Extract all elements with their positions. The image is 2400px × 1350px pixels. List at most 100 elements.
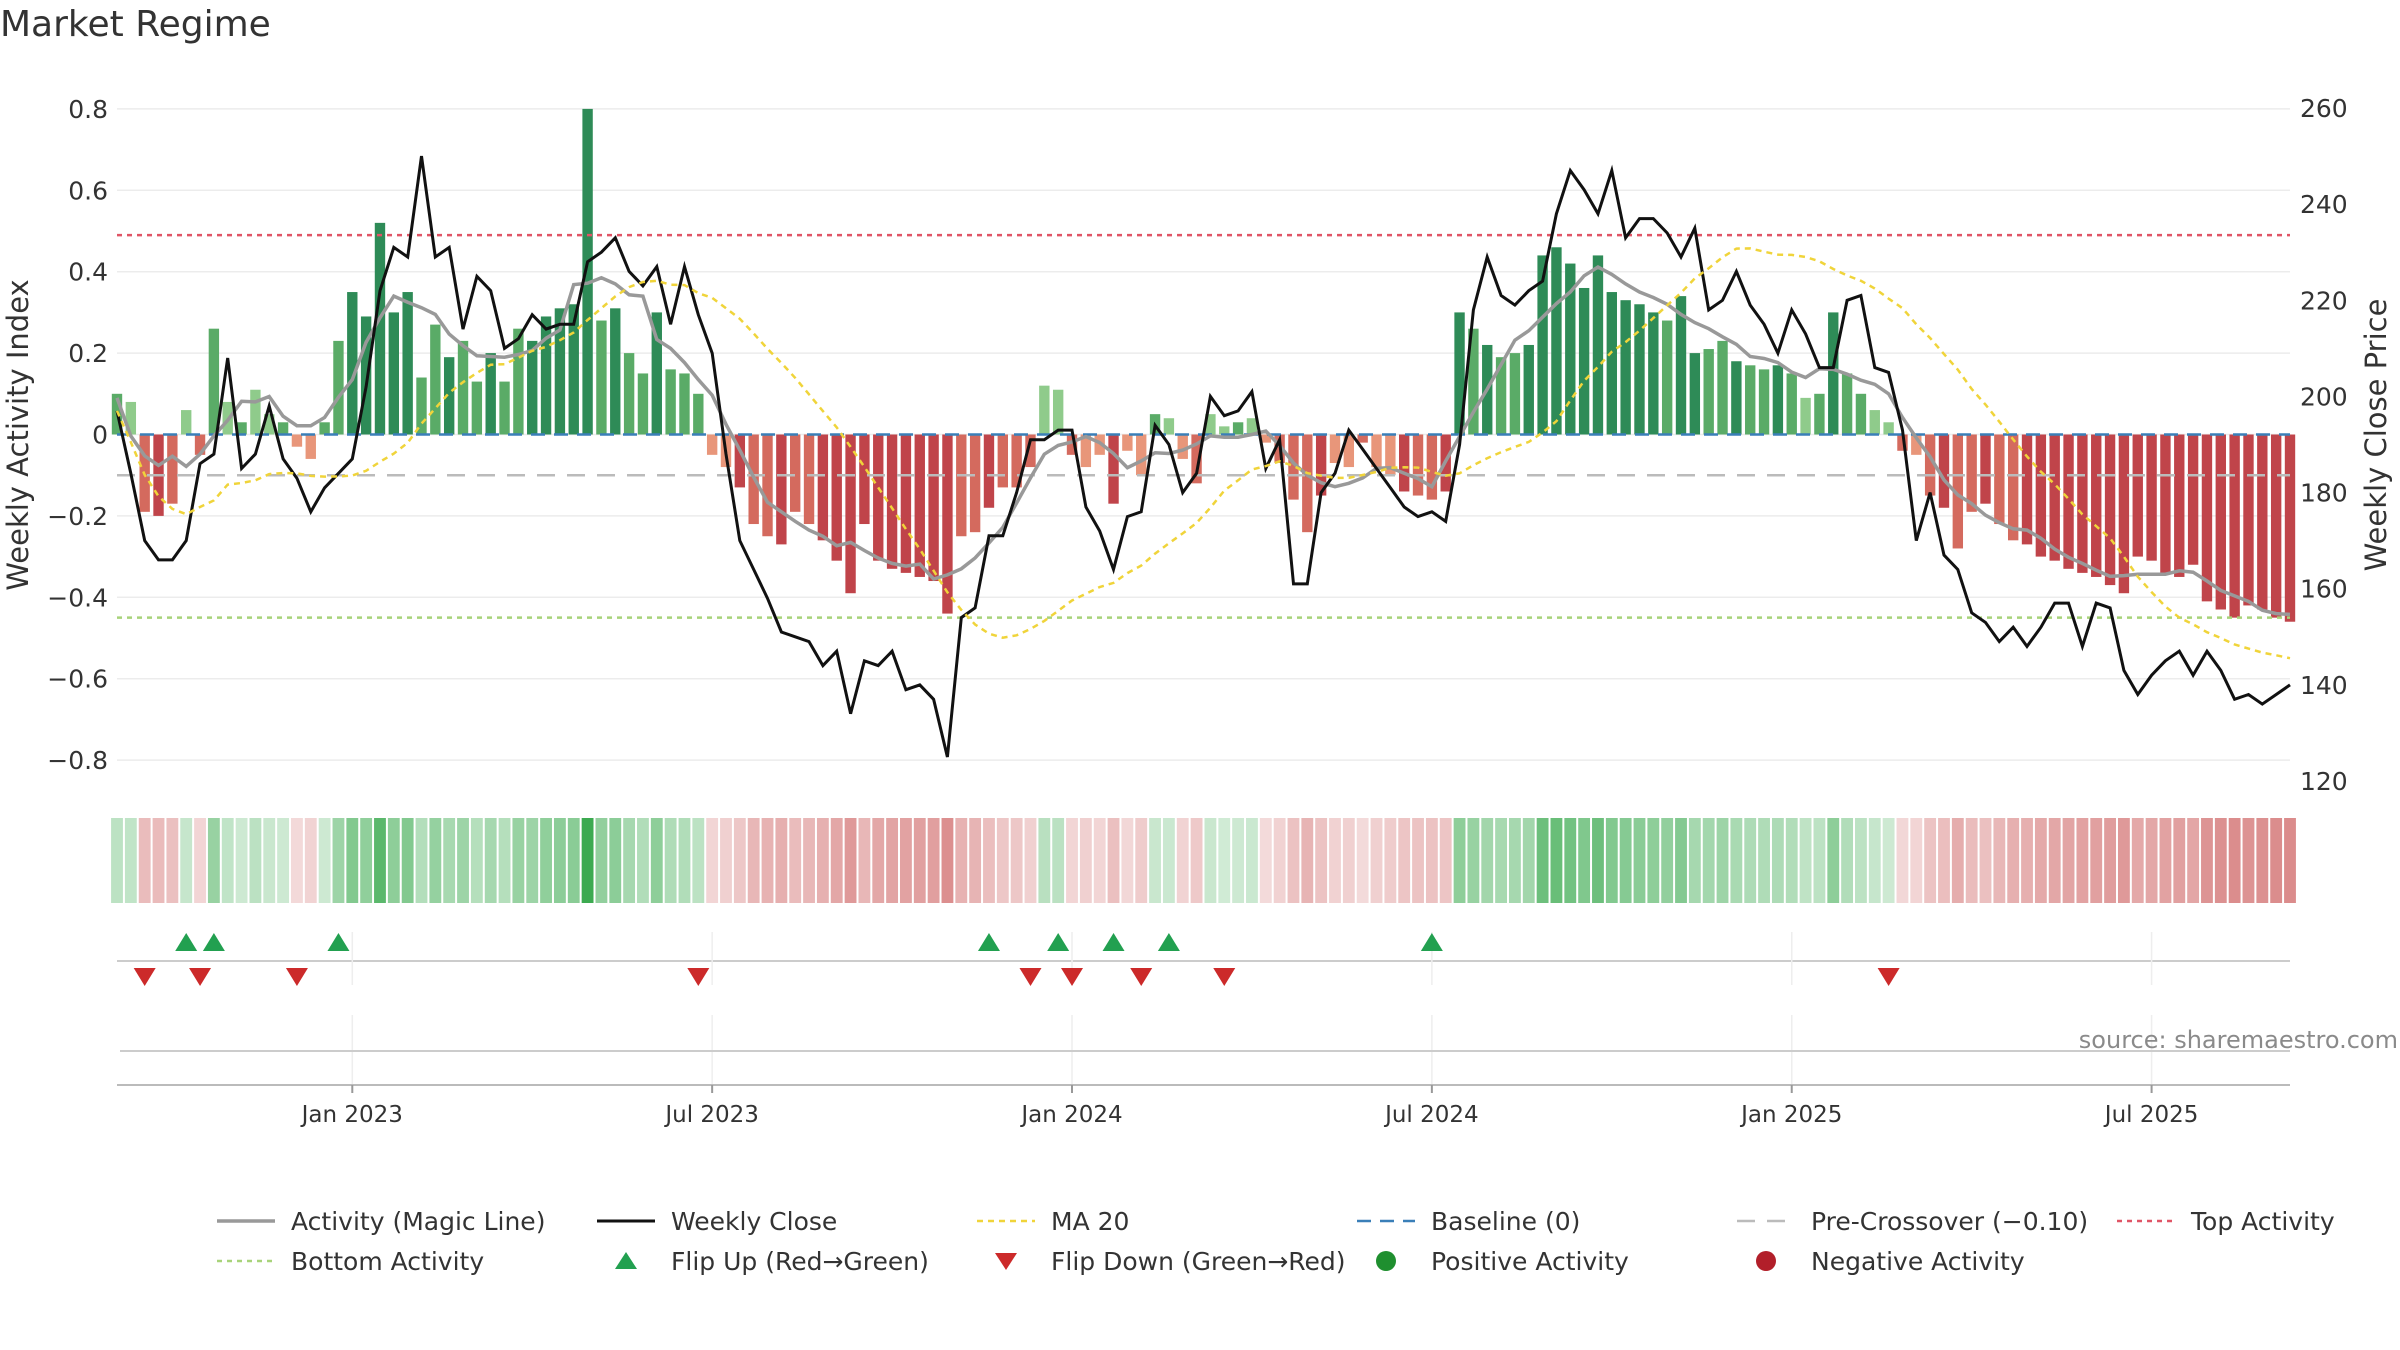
regime-strip-cell — [443, 818, 456, 903]
source-label: source: sharemaestro.com — [2079, 1026, 2398, 1054]
legend-item-bottom: Bottom Activity — [215, 1245, 595, 1277]
negative-legend-icon — [1756, 1251, 1776, 1271]
activity-bar — [776, 434, 787, 545]
y2-tick-label: 220 — [2300, 286, 2348, 315]
regime-strip-cell — [346, 818, 359, 903]
activity-bar — [250, 389, 261, 435]
activity-bar — [1648, 312, 1659, 435]
regime-strip-cell — [1536, 818, 1549, 903]
regime-strip-cell — [623, 818, 636, 903]
flip-up-marker — [1047, 933, 1070, 951]
activity-bar — [208, 328, 220, 435]
regime-strip-cell — [1356, 818, 1369, 903]
regime-strip-cell — [2034, 818, 2047, 903]
legend-label: Weekly Close — [671, 1206, 838, 1236]
positive-legend-icon — [1376, 1251, 1396, 1271]
regime-strip-cell — [2284, 818, 2296, 903]
activity-bar — [1523, 344, 1534, 435]
flip-up-marker — [1102, 933, 1125, 951]
regime-strip-cell — [761, 818, 774, 903]
activity-bar — [568, 304, 579, 435]
regime-strip-cell — [872, 818, 885, 903]
regime-strip-cell — [983, 818, 995, 903]
x-tick-label: Jan 2023 — [300, 1102, 403, 1128]
regime-strip-cell — [526, 818, 539, 903]
regime-strip-cell — [1425, 818, 1438, 903]
flip-markers-panel — [117, 932, 2290, 986]
regime-strip-cell — [166, 818, 179, 903]
regime-strip-cell — [429, 818, 442, 903]
regime-strip-cell — [1384, 818, 1397, 903]
legend-label: Positive Activity — [1431, 1246, 1629, 1276]
activity-bar — [527, 340, 538, 435]
regime-strip-cell — [1702, 818, 1715, 903]
regime-strip-cell — [277, 818, 290, 903]
y2-tick-label: 140 — [2300, 671, 2348, 700]
activity-bar — [1302, 434, 1313, 533]
flip-down-marker — [1877, 968, 1900, 986]
activity-bar — [2257, 434, 2268, 610]
activity-bar — [2174, 434, 2185, 577]
activity-bar — [1371, 434, 1382, 468]
y-tick-label: 0.6 — [68, 176, 108, 205]
x-tick-label: Jan 2024 — [1019, 1102, 1122, 1128]
activity-bar — [983, 434, 995, 508]
activity-bar — [1412, 434, 1424, 496]
y2-tick-label: 120 — [2300, 767, 2348, 796]
flip-up-marker — [202, 933, 225, 951]
regime-strip-cell — [180, 818, 193, 903]
activity-bar — [1122, 434, 1133, 451]
y2-tick-label: 200 — [2300, 382, 2348, 411]
regime-strip-cell — [2242, 818, 2255, 903]
regime-strip-cell — [900, 818, 912, 903]
activity-bar — [305, 434, 316, 459]
activity-bar — [1163, 418, 1175, 435]
regime-strip-cell — [1398, 818, 1411, 903]
legend-label: Bottom Activity — [291, 1246, 485, 1276]
activity-bar — [2160, 434, 2171, 573]
regime-strip-cell — [1066, 818, 1078, 903]
regime-strip-cell — [1771, 818, 1784, 903]
activity-bar — [1329, 434, 1341, 463]
regime-strip-cell — [2021, 818, 2033, 903]
activity-bar — [1966, 434, 1977, 512]
flip-up-marker — [977, 933, 1000, 951]
regime-strip-cell — [484, 818, 497, 903]
regime-strip-cell — [1633, 818, 1646, 903]
regime-strip-cell — [1661, 818, 1674, 903]
activity-bar — [2049, 434, 2060, 561]
activity-bar — [2146, 434, 2157, 561]
activity-bar — [1592, 255, 1604, 435]
regime-strip-cell — [1079, 818, 1092, 903]
activity-bar — [2007, 434, 2019, 541]
activity-bar — [693, 393, 704, 435]
flip-down-marker — [1213, 968, 1236, 986]
activity-bar — [1136, 434, 1147, 476]
y-tick-label: 0.4 — [68, 258, 108, 287]
activity-bar — [2243, 434, 2254, 606]
regime-strip-cell — [1370, 818, 1383, 903]
regime-strip-cell — [1315, 818, 1328, 903]
activity-bar — [610, 308, 621, 435]
regime-strip-cell — [2048, 818, 2061, 903]
regime-strip-cell — [1799, 818, 1812, 903]
regime-strip-cell — [1149, 818, 1161, 903]
activity-bar — [1191, 434, 1202, 484]
regime-strip-cell — [1910, 818, 1923, 903]
activity-bar — [914, 434, 925, 577]
activity-bar — [1841, 373, 1853, 435]
regime-strip-cell — [2270, 818, 2283, 903]
activity-bar — [873, 434, 884, 561]
activity-bar — [181, 410, 192, 435]
legend-label: Pre-Crossover (−0.10) — [1811, 1206, 2089, 1236]
regime-strip-cell — [1412, 818, 1424, 903]
flip-down-marker — [1130, 968, 1153, 986]
activity-bar — [1620, 300, 1631, 435]
regime-strip-cell — [1342, 818, 1355, 903]
legend-item-positive: Positive Activity — [1355, 1245, 1735, 1277]
regime-strip-cell — [1135, 818, 1148, 903]
y2-tick-label: 260 — [2300, 94, 2348, 123]
activity-bar — [900, 434, 912, 573]
flip-up-marker — [1420, 933, 1443, 951]
magic-legend-icon — [217, 1219, 275, 1223]
